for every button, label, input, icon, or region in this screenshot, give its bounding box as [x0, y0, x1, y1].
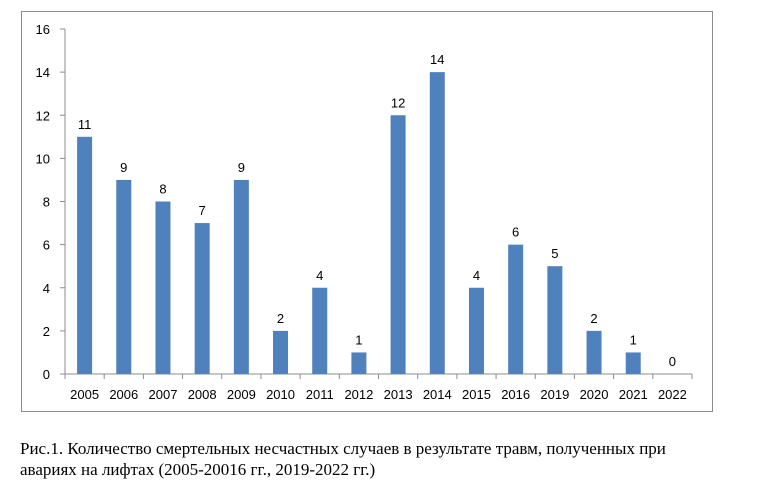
bar [233, 179, 249, 374]
bar-data-label: 11 [78, 117, 92, 132]
bar [547, 266, 563, 374]
bar [625, 352, 641, 374]
y-tick-label: 12 [36, 108, 50, 123]
bar-data-label: 2 [590, 311, 597, 326]
x-tick-label: 2010 [266, 387, 295, 402]
bar [194, 223, 210, 374]
bar-data-label: 14 [430, 52, 444, 67]
x-tick-label: 2008 [188, 387, 217, 402]
bar-data-label: 9 [238, 160, 245, 175]
x-tick-label: 2009 [227, 387, 256, 402]
y-tick-label: 8 [43, 195, 50, 210]
y-tick-label: 6 [43, 238, 50, 253]
x-tick-label: 2013 [384, 387, 413, 402]
bar-data-label: 5 [551, 246, 558, 261]
x-tick-label: 2022 [658, 387, 687, 402]
bar [390, 115, 406, 374]
bar [312, 287, 328, 374]
figure-caption: Рис.1. Количество смертельных несчастных… [20, 438, 774, 480]
bar [429, 72, 445, 374]
bar-data-label: 1 [355, 332, 362, 347]
x-tick-label: 2011 [306, 387, 334, 402]
bar-chart: 0246810121416112005920068200772008920092… [36, 22, 693, 402]
bar [273, 330, 289, 374]
y-tick-label: 10 [36, 151, 50, 166]
bar [468, 287, 484, 374]
bar [116, 179, 132, 374]
x-tick-label: 2020 [580, 387, 609, 402]
bar-data-label: 2 [277, 311, 284, 326]
caption-line-2: авариях на лифтах (2005-20016 гг., 2019-… [20, 460, 376, 479]
bar [155, 201, 171, 374]
y-tick-label: 16 [36, 22, 50, 37]
bar-data-label: 12 [391, 95, 405, 110]
bar [351, 352, 367, 374]
y-tick-label: 14 [36, 65, 50, 80]
y-tick-label: 2 [43, 324, 50, 339]
x-tick-label: 2007 [149, 387, 178, 402]
caption-line-1: Рис.1. Количество смертельных несчастных… [20, 439, 666, 458]
x-tick-label: 2016 [501, 387, 530, 402]
x-tick-label: 2015 [462, 387, 491, 402]
x-tick-label: 2005 [70, 387, 99, 402]
x-tick-label: 2021 [619, 387, 648, 402]
x-tick-label: 2006 [109, 387, 138, 402]
x-tick-label: 2019 [540, 387, 569, 402]
bar-data-label: 4 [473, 268, 480, 283]
bar [586, 330, 602, 374]
y-tick-label: 4 [43, 281, 50, 296]
y-tick-label: 0 [43, 367, 50, 382]
bar-data-label: 8 [159, 182, 166, 197]
bar-data-label: 6 [512, 225, 519, 240]
bar-data-label: 9 [120, 160, 127, 175]
x-tick-label: 2014 [423, 387, 452, 402]
bar-data-label: 4 [316, 268, 323, 283]
chart-frame: 0 2 4 6 8 10 12 14 16 11 2005 9 2006 8 2007 7 2008 9 2009 2… [21, 11, 713, 412]
bar [77, 136, 93, 374]
x-tick-label: 2012 [344, 387, 373, 402]
bar-data-label: 7 [199, 203, 206, 218]
bar-data-label: 1 [630, 332, 637, 347]
bar-data-label: 0 [669, 354, 676, 369]
bar [508, 244, 524, 374]
